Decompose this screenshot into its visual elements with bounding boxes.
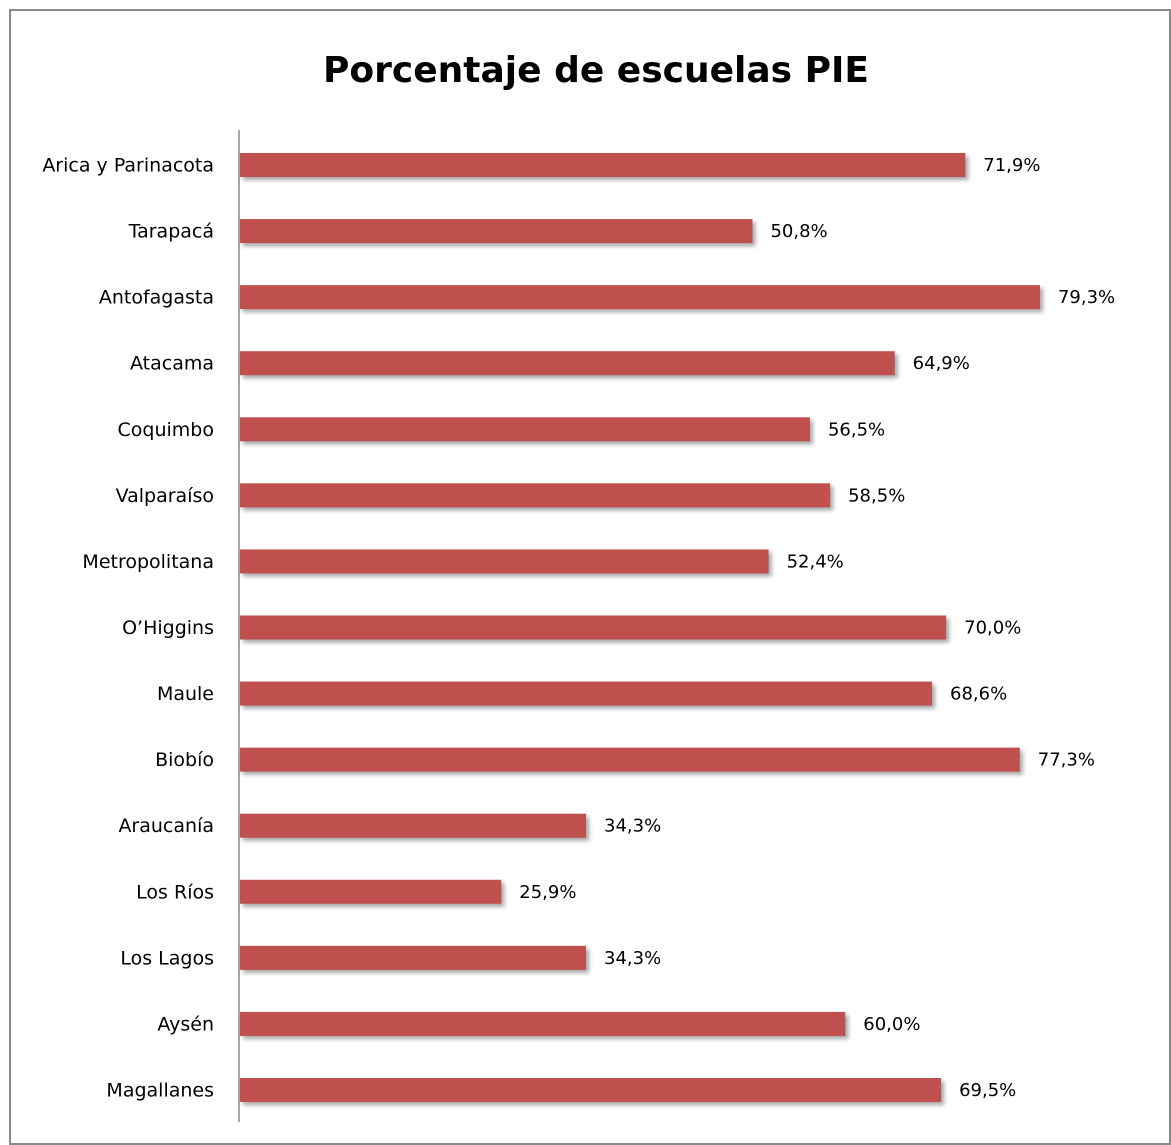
bar (240, 219, 753, 244)
chart-title: Porcentaje de escuelas PIE (323, 50, 869, 91)
category-label: Aysén (157, 1013, 214, 1035)
value-label: 58,5% (848, 485, 905, 506)
bar (240, 549, 769, 574)
category-label: Los Lagos (120, 947, 214, 969)
value-label: 70,0% (964, 618, 1021, 639)
bar (240, 1011, 846, 1036)
category-label: Atacama (130, 353, 214, 375)
value-label: 34,3% (604, 948, 661, 969)
category-label: Biobío (155, 749, 214, 771)
value-label: 56,5% (828, 419, 885, 440)
category-label: Antofagasta (99, 287, 214, 309)
value-label: 69,5% (959, 1080, 1016, 1101)
value-label: 77,3% (1038, 750, 1095, 771)
bar (240, 483, 831, 508)
bar (240, 681, 933, 706)
value-label: 25,9% (519, 882, 576, 903)
bar (240, 747, 1020, 772)
category-label: Arica y Parinacota (42, 155, 214, 177)
category-label: Coquimbo (118, 419, 214, 441)
value-label: 34,3% (604, 816, 661, 837)
category-label: O’Higgins (122, 617, 214, 639)
category-label: Maule (157, 683, 214, 705)
value-label: 68,6% (950, 684, 1007, 705)
value-label: 71,9% (983, 155, 1040, 176)
bar (240, 285, 1040, 310)
category-label: Araucanía (118, 815, 214, 837)
category-label: Magallanes (106, 1080, 214, 1102)
bar (240, 615, 947, 640)
value-label: 60,0% (863, 1014, 920, 1035)
value-label: 79,3% (1058, 287, 1115, 308)
chart-frame (9, 9, 1171, 1145)
category-label: Los Ríos (136, 881, 214, 903)
bar (240, 351, 895, 376)
bar (240, 417, 810, 442)
bar (240, 1078, 942, 1102)
bar (240, 813, 587, 838)
category-label: Tarapacá (128, 221, 214, 243)
value-label: 52,4% (787, 551, 844, 572)
bar (240, 879, 502, 904)
value-label: 50,8% (770, 221, 827, 242)
bar (240, 945, 587, 970)
value-label: 64,9% (913, 353, 970, 374)
bar (240, 153, 966, 177)
category-label: Valparaíso (116, 485, 214, 507)
category-label: Metropolitana (82, 551, 214, 573)
